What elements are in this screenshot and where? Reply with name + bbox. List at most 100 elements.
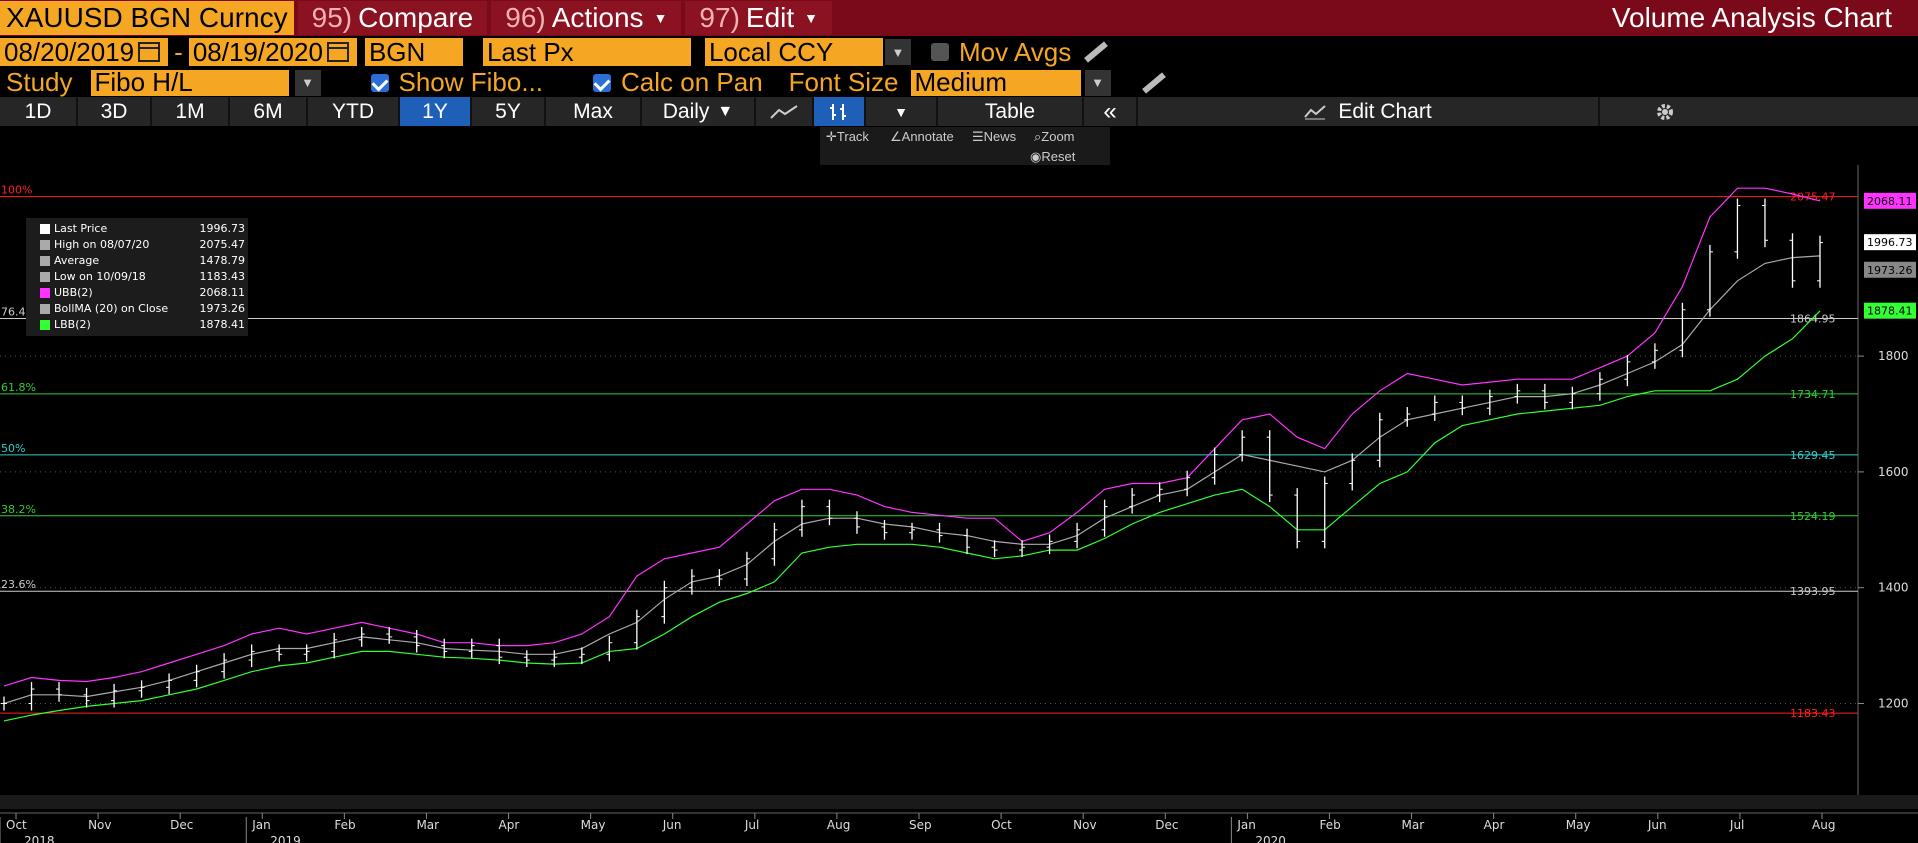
legend-value: 1973.26 bbox=[199, 302, 246, 315]
study-dropdown-icon[interactable]: ▼ bbox=[294, 69, 321, 96]
font-size-dropdown-icon[interactable]: ▼ bbox=[1084, 69, 1111, 96]
source-field[interactable]: BGN bbox=[364, 37, 463, 67]
tf-1m[interactable]: 1M bbox=[152, 97, 230, 126]
page-title: Volume Analysis Chart bbox=[1611, 2, 1892, 33]
currency-field[interactable]: Local CCY bbox=[704, 37, 883, 67]
legend-value: 1878.41 bbox=[199, 318, 246, 331]
edit-chart-label: Edit Chart bbox=[1338, 99, 1432, 123]
fibo-level-value: 1393.95 bbox=[1790, 585, 1836, 598]
calc-on-pan-checkbox[interactable] bbox=[593, 73, 612, 92]
font-size-label: Font Size bbox=[788, 67, 899, 97]
edit-menu-label: Edit bbox=[745, 2, 795, 33]
legend-item: High on 08/07/20 2075.47 bbox=[40, 238, 245, 253]
x-tick-label: Dec bbox=[1155, 818, 1178, 832]
track-tool[interactable]: ✛ Track bbox=[826, 129, 869, 144]
fibo-level-pct: 38.2% bbox=[1, 503, 36, 516]
x-tick-label: Oct bbox=[6, 818, 27, 832]
x-tick-label: Apr bbox=[1484, 818, 1505, 832]
calendar-icon[interactable] bbox=[326, 42, 349, 62]
legend-item: LBB(2) 1878.41 bbox=[40, 318, 245, 333]
tf-1d[interactable]: 1D bbox=[0, 97, 78, 126]
chart-type-dropdown-icon[interactable]: ▼ bbox=[866, 97, 938, 126]
fibo-level-value: 2075.47 bbox=[1790, 191, 1836, 204]
chart-tools: ✛ Track ∠ Annotate ☰ News ⌕ Zoom ◉ Reset bbox=[820, 127, 1110, 165]
end-date-value: 08/19/2020 bbox=[192, 36, 323, 67]
edit-chart-button[interactable]: Edit Chart bbox=[1138, 97, 1600, 126]
period-label: Daily bbox=[662, 99, 710, 123]
table-button[interactable]: Table bbox=[938, 97, 1084, 126]
mov-avgs-checkbox[interactable] bbox=[930, 43, 949, 61]
actions-menu-label: Actions bbox=[551, 2, 644, 33]
legend-label: Low on 10/09/18 bbox=[54, 270, 146, 283]
x-tick-label: Nov bbox=[1073, 818, 1096, 832]
period-dropdown[interactable]: Daily ▼ bbox=[642, 97, 756, 126]
zoom-tool[interactable]: ⌕ Zoom bbox=[1034, 129, 1075, 144]
x-tick-label: Jan bbox=[1236, 818, 1256, 832]
field-field[interactable]: Last Px bbox=[482, 37, 691, 67]
ticker-field[interactable]: XAUUSD BGN Curncy bbox=[0, 1, 294, 35]
legend-swatch-2 bbox=[40, 256, 50, 266]
price-tag bbox=[1864, 192, 1916, 209]
tf-3d[interactable]: 3D bbox=[78, 97, 152, 126]
y-tick-label: 1600 bbox=[1878, 465, 1909, 479]
font-size-field[interactable]: Medium bbox=[910, 67, 1081, 97]
year-label: 2019 bbox=[270, 834, 301, 843]
volume-strip bbox=[0, 795, 1918, 809]
settings-button[interactable] bbox=[1600, 97, 1730, 126]
pencil-icon[interactable] bbox=[1141, 71, 1166, 94]
legend-swatch-6 bbox=[40, 320, 50, 330]
calendar-icon[interactable] bbox=[138, 42, 161, 62]
y-tick-label: 1800 bbox=[1878, 349, 1909, 363]
tf-max[interactable]: Max bbox=[546, 97, 642, 126]
line-chart-icon[interactable] bbox=[756, 97, 814, 126]
show-fibo-checkbox[interactable] bbox=[370, 73, 389, 92]
controls-row-2: Study Fibo H/L ▼ Show Fibo... Calc on Pa… bbox=[0, 67, 1918, 97]
start-date-field[interactable]: 08/20/2019 bbox=[0, 36, 169, 67]
x-tick-label: Jun bbox=[1647, 818, 1667, 832]
legend-swatch-4 bbox=[40, 288, 50, 298]
end-date-field[interactable]: 08/19/2020 bbox=[188, 36, 357, 67]
edit-menu[interactable]: 97) Edit ▼ bbox=[685, 1, 832, 35]
legend-label: BollMA (20) on Close bbox=[54, 302, 169, 315]
compare-menu[interactable]: 95) Compare bbox=[297, 1, 488, 35]
pencil-icon[interactable] bbox=[1084, 41, 1109, 63]
legend-swatch-5 bbox=[40, 304, 50, 314]
x-tick-label: Dec bbox=[170, 818, 193, 832]
price-tag-label: 1878.41 bbox=[1867, 305, 1913, 318]
reset-tool[interactable]: ◉ Reset bbox=[1030, 149, 1076, 164]
study-label: Study bbox=[6, 67, 73, 97]
currency-dropdown-icon[interactable]: ▼ bbox=[884, 39, 911, 65]
study-field[interactable]: Fibo H/L bbox=[90, 67, 289, 97]
tf-ytd[interactable]: YTD bbox=[308, 97, 400, 126]
x-tick-label: Aug bbox=[827, 818, 850, 832]
news-tool[interactable]: ☰ News bbox=[972, 129, 1017, 144]
calc-on-pan-label: Calc on Pan bbox=[621, 67, 763, 97]
header-bar: XAUUSD BGN Curncy 95) Compare 96) Action… bbox=[0, 0, 1918, 36]
y-tick-label: 1400 bbox=[1878, 581, 1909, 595]
tf-1y[interactable]: 1Y bbox=[400, 97, 472, 126]
chevron-down-icon: ▼ bbox=[653, 10, 668, 26]
fibo-level-pct: 61.8% bbox=[1, 381, 36, 394]
price-tag bbox=[1864, 302, 1916, 319]
price-tag-label: 1996.73 bbox=[1867, 236, 1913, 249]
tf-6m[interactable]: 6M bbox=[230, 97, 308, 126]
fibo-level-pct: 23.6% bbox=[1, 578, 36, 591]
price-tag-label: 1973.26 bbox=[1867, 264, 1913, 277]
legend-item: Average 1478.79 bbox=[40, 254, 245, 269]
legend-value: 2068.11 bbox=[199, 286, 246, 299]
x-tick-label: Jul bbox=[1729, 818, 1744, 832]
actions-menu[interactable]: 96) Actions ▼ bbox=[491, 1, 682, 35]
edit-menu-num: 97) bbox=[699, 2, 740, 33]
tf-5y[interactable]: 5Y bbox=[472, 97, 546, 126]
compare-menu-num: 95) bbox=[311, 2, 353, 33]
start-date-value: 08/20/2019 bbox=[4, 36, 135, 67]
x-tick-label: Feb bbox=[1319, 818, 1340, 832]
bar-chart-icon[interactable] bbox=[814, 97, 866, 126]
legend-item: Low on 10/09/18 1183.43 bbox=[40, 270, 245, 285]
annotate-tool[interactable]: ∠ Annotate bbox=[890, 129, 954, 144]
collapse-icon[interactable]: « bbox=[1084, 97, 1138, 126]
fibo-level-pct: 100% bbox=[1, 184, 32, 197]
legend-swatch-3 bbox=[40, 272, 50, 282]
x-tick-label: Mar bbox=[416, 818, 439, 832]
price-chart[interactable]: 1200140016001800100%2075.4776.4%1864.956… bbox=[0, 165, 1918, 843]
